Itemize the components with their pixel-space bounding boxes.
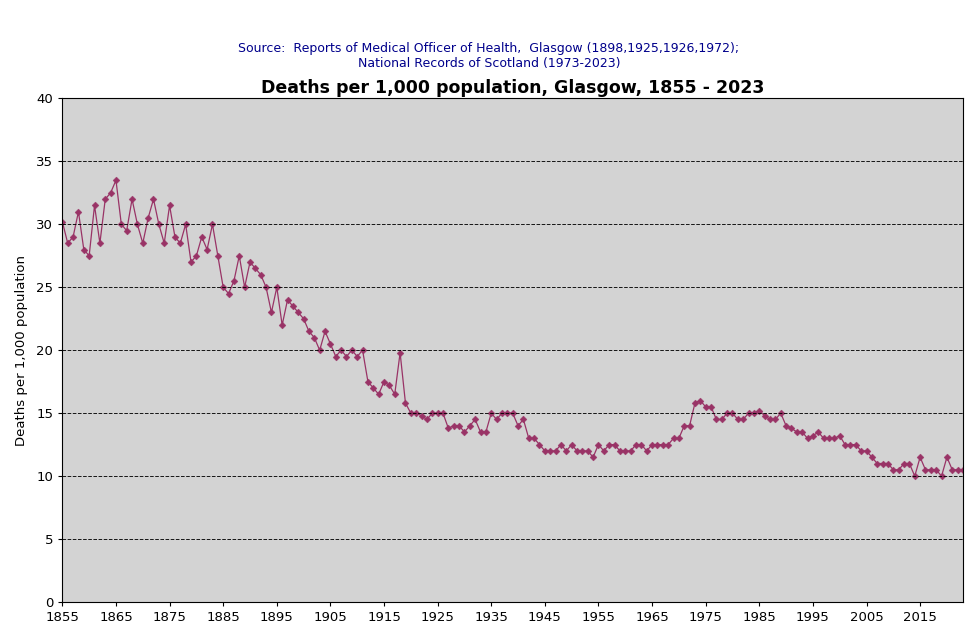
Title: Deaths per 1,000 population, Glasgow, 1855 - 2023: Deaths per 1,000 population, Glasgow, 18… — [261, 79, 764, 97]
Text: Source:  Reports of Medical Officer of Health,  Glasgow (1898,1925,1926,1972);
N: Source: Reports of Medical Officer of He… — [238, 42, 739, 70]
Y-axis label: Deaths per 1,000 population: Deaths per 1,000 population — [15, 255, 28, 446]
